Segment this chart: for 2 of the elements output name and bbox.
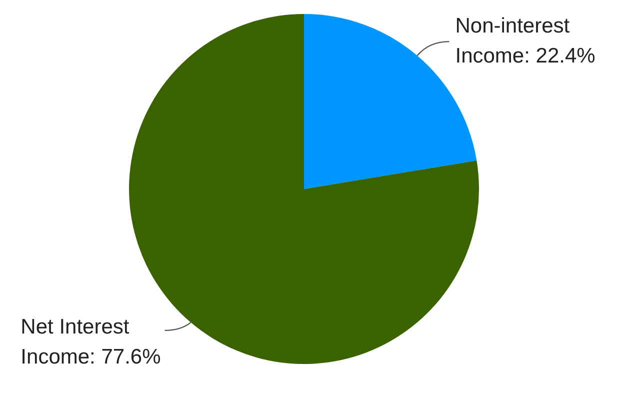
slice-label: Net Interest Income: 77.6%	[20, 315, 161, 368]
slice-label: Non-interest Income: 22.4%	[455, 14, 596, 68]
